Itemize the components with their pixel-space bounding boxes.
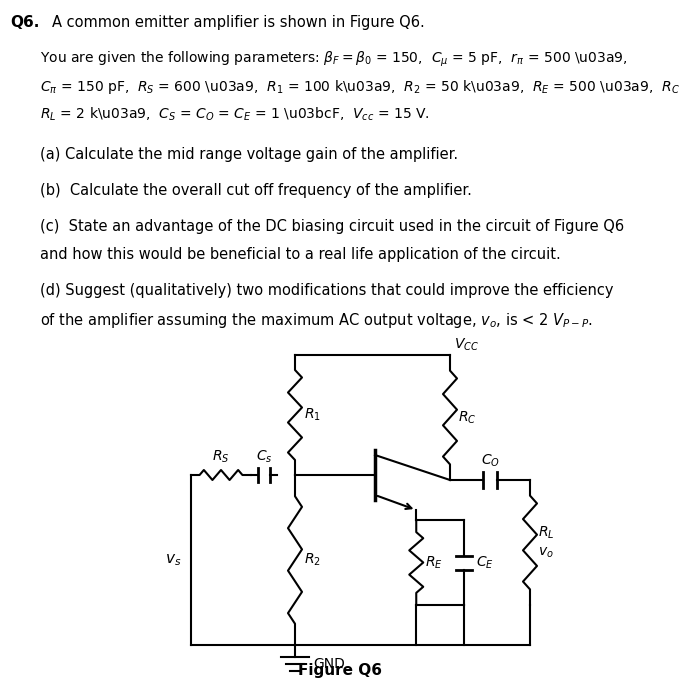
Text: and how this would be beneficial to a real life application of the circuit.: and how this would be beneficial to a re… — [40, 247, 561, 262]
Text: (b)  Calculate the overall cut off frequency of the amplifier.: (b) Calculate the overall cut off freque… — [40, 183, 472, 198]
Text: $V_{CC}$: $V_{CC}$ — [454, 337, 479, 353]
Text: $R_2$: $R_2$ — [304, 552, 321, 568]
Text: $C_O$: $C_O$ — [481, 453, 500, 469]
Text: (a) Calculate the mid range voltage gain of the amplifier.: (a) Calculate the mid range voltage gain… — [40, 147, 458, 162]
Text: You are given the following parameters: $\beta_F = \beta_0$ = 150,  $C_\mu$ = 5 : You are given the following parameters: … — [40, 50, 628, 69]
Text: $R_S$: $R_S$ — [212, 449, 230, 465]
Text: Q6.: Q6. — [10, 15, 39, 30]
Text: $v_s$: $v_s$ — [165, 552, 181, 568]
Text: $R_L$ = 2 k\u03a9,  $C_S$ = $C_O$ = $C_E$ = 1 \u03bcF,  $V_{cc}$ = 15 V.: $R_L$ = 2 k\u03a9, $C_S$ = $C_O$ = $C_E$… — [40, 106, 430, 123]
Text: A common emitter amplifier is shown in Figure Q6.: A common emitter amplifier is shown in F… — [52, 15, 425, 30]
Text: $C_\pi$ = 150 pF,  $R_S$ = 600 \u03a9,  $R_1$ = 100 k\u03a9,  $R_2$ = 50 k\u03a9: $C_\pi$ = 150 pF, $R_S$ = 600 \u03a9, $R… — [40, 78, 680, 96]
Text: $C_s$: $C_s$ — [256, 449, 272, 465]
Text: $R_1$: $R_1$ — [304, 407, 321, 424]
Text: $R_C$: $R_C$ — [458, 410, 477, 426]
Text: $R_L$: $R_L$ — [538, 524, 554, 540]
Text: (c)  State an advantage of the DC biasing circuit used in the circuit of Figure : (c) State an advantage of the DC biasing… — [40, 219, 624, 234]
Text: $v_o$: $v_o$ — [538, 545, 554, 560]
Text: Figure Q6: Figure Q6 — [298, 663, 382, 678]
Text: of the amplifier assuming the maximum AC output voltage, $v_o$, is < 2 $V_{P-P}$: of the amplifier assuming the maximum AC… — [40, 311, 593, 330]
Text: $R_E$: $R_E$ — [425, 554, 443, 570]
Text: (d) Suggest (qualitatively) two modifications that could improve the efficiency: (d) Suggest (qualitatively) two modifica… — [40, 283, 613, 298]
Text: GND: GND — [313, 657, 345, 671]
Text: $C_E$: $C_E$ — [476, 554, 494, 570]
